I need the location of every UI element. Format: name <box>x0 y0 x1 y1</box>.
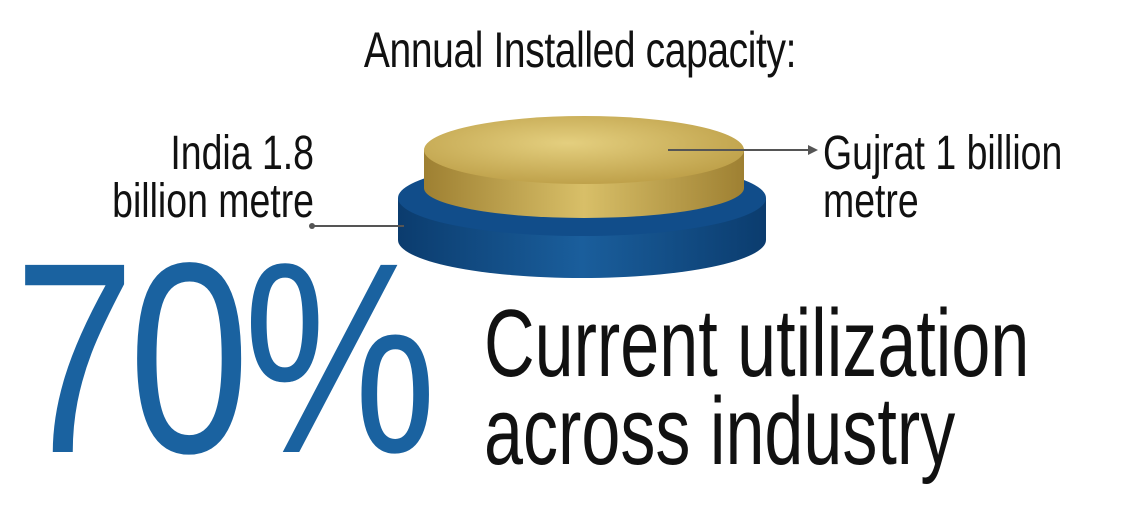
label-india: India 1.8 billion metre <box>80 130 314 226</box>
utilization-caption-line1: Current utilization <box>484 290 1030 397</box>
disc-gujrat-top <box>424 116 744 184</box>
capacity-disc-chart <box>309 116 818 278</box>
chart-title: Annual Installed capacity: <box>363 22 797 78</box>
utilization-caption: Current utilization across industry <box>484 290 1030 485</box>
label-gujrat: Gujrat 1 billion metre <box>823 130 1065 226</box>
leader-gujrat <box>668 145 818 155</box>
label-gujrat-line1: Gujrat 1 billion <box>823 127 1063 180</box>
leader-india <box>309 223 404 229</box>
infographic: Annual Installed capacity: <box>14 22 1065 510</box>
disc-gujrat <box>424 116 744 218</box>
label-india-line1: India 1.8 <box>170 127 314 180</box>
utilization-caption-line2: across industry <box>484 378 956 485</box>
label-gujrat-line2: metre <box>823 175 919 228</box>
utilization-percent: 70% <box>14 206 437 510</box>
label-india-line2: billion metre <box>112 175 314 228</box>
